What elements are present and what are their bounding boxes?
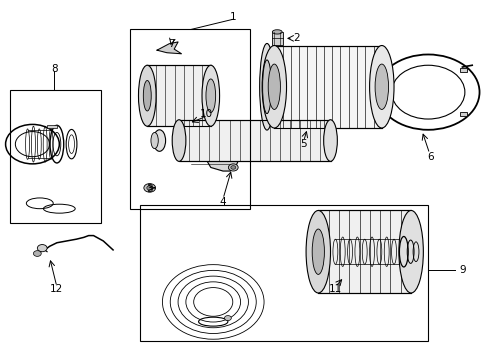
Bar bbox=[460, 112, 467, 116]
Text: 9: 9 bbox=[459, 265, 466, 275]
Circle shape bbox=[37, 244, 47, 252]
Ellipse shape bbox=[153, 130, 166, 151]
Ellipse shape bbox=[151, 132, 158, 149]
Text: 2: 2 bbox=[293, 33, 299, 43]
Text: 11: 11 bbox=[329, 284, 342, 294]
Text: 6: 6 bbox=[427, 152, 434, 162]
Ellipse shape bbox=[202, 65, 220, 126]
Polygon shape bbox=[157, 42, 181, 54]
Text: 10: 10 bbox=[199, 109, 213, 119]
Circle shape bbox=[224, 316, 231, 320]
Bar bbox=[274, 45, 382, 128]
Circle shape bbox=[231, 166, 236, 169]
Ellipse shape bbox=[172, 120, 186, 161]
Ellipse shape bbox=[306, 211, 331, 293]
Circle shape bbox=[147, 186, 153, 190]
Ellipse shape bbox=[375, 64, 389, 109]
Text: 8: 8 bbox=[51, 64, 58, 74]
Polygon shape bbox=[189, 125, 240, 171]
Text: 12: 12 bbox=[50, 284, 64, 294]
Circle shape bbox=[33, 251, 41, 256]
Bar bbox=[130, 30, 250, 209]
Ellipse shape bbox=[272, 30, 282, 34]
Bar bbox=[272, 32, 283, 45]
Circle shape bbox=[228, 164, 238, 171]
Ellipse shape bbox=[324, 120, 337, 161]
Ellipse shape bbox=[268, 64, 280, 109]
Ellipse shape bbox=[312, 229, 324, 274]
Bar bbox=[318, 211, 411, 293]
Ellipse shape bbox=[399, 211, 423, 293]
Bar bbox=[147, 65, 211, 126]
Ellipse shape bbox=[262, 45, 287, 128]
Bar bbox=[140, 205, 428, 341]
Ellipse shape bbox=[260, 44, 274, 130]
Text: 3: 3 bbox=[147, 184, 153, 194]
Text: 5: 5 bbox=[300, 139, 307, 149]
Bar bbox=[460, 68, 467, 72]
Ellipse shape bbox=[143, 81, 151, 111]
Text: 7: 7 bbox=[169, 39, 175, 49]
Bar bbox=[47, 125, 57, 128]
Ellipse shape bbox=[369, 45, 394, 128]
Ellipse shape bbox=[206, 79, 216, 112]
Ellipse shape bbox=[139, 65, 156, 126]
Circle shape bbox=[144, 184, 156, 192]
Bar bbox=[179, 120, 331, 161]
Ellipse shape bbox=[263, 60, 271, 113]
Bar bbox=[10, 90, 101, 223]
Text: 1: 1 bbox=[229, 12, 236, 22]
Text: 4: 4 bbox=[220, 197, 226, 207]
